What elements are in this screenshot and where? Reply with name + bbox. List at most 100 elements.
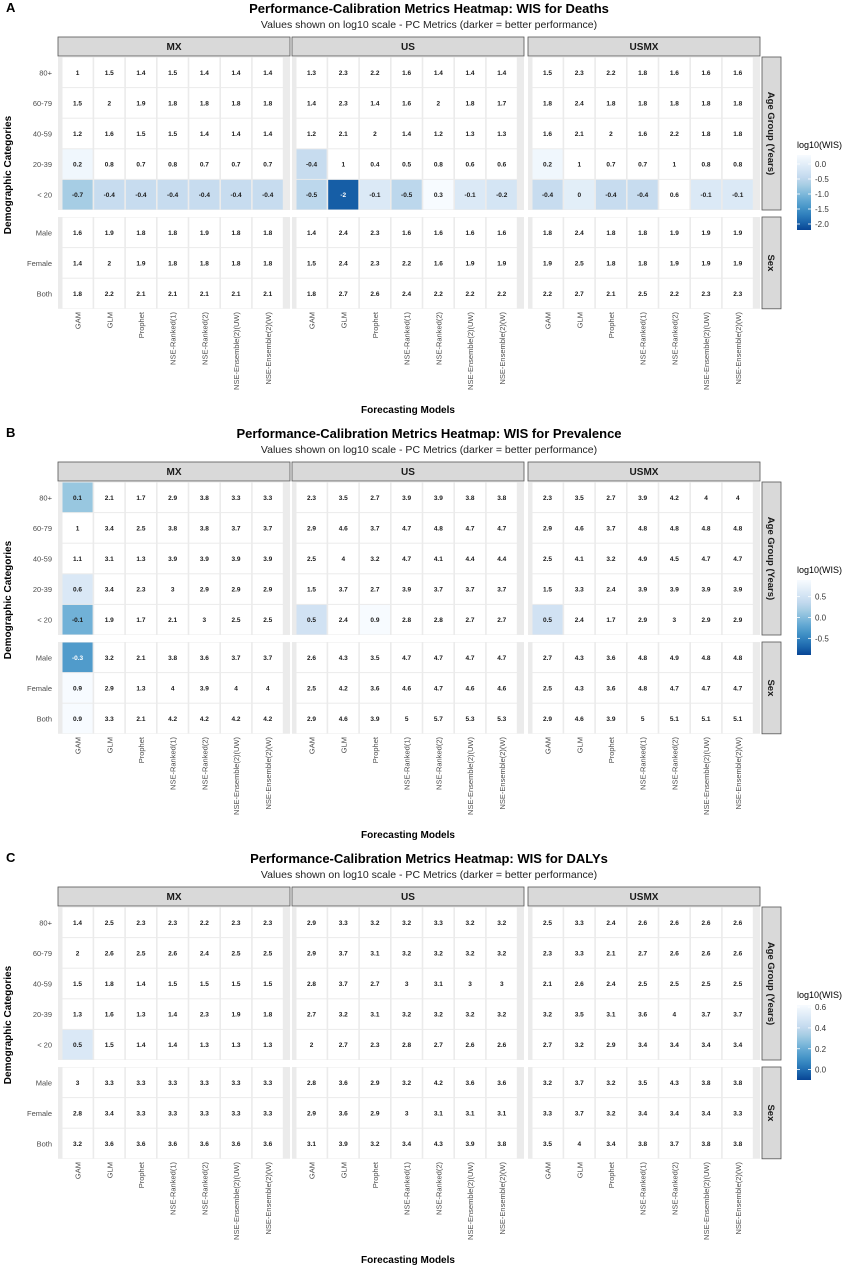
heatmap-cell [157, 543, 188, 574]
cell-label: 3.6 [606, 685, 615, 692]
heatmap-cell [532, 482, 563, 513]
cell-label: -0.4 [262, 192, 274, 199]
cell-label: 2.3 [136, 587, 145, 594]
y-tick-label: Male [36, 1078, 52, 1087]
legend-title: log10(WIS) [797, 565, 842, 575]
cell-label: 3 [468, 981, 472, 988]
heatmap-cell [62, 574, 93, 604]
cell-label: 2.5 [575, 260, 584, 267]
heatmap-cell [62, 1067, 93, 1098]
heatmap-cell [595, 673, 626, 703]
facet-label: USMX [630, 467, 659, 478]
heatmap-cell [532, 118, 563, 149]
chart-subtitle: Values shown on log10 scale - PC Metrics… [261, 444, 597, 456]
heatmap-cell [564, 938, 595, 968]
cell-label: 3.2 [606, 1110, 615, 1117]
heatmap-cell [595, 1029, 626, 1060]
heatmap-cell [486, 482, 517, 513]
cell-label: 3.7 [434, 587, 443, 594]
heatmap-cell [62, 88, 93, 118]
cell-label: 2.9 [543, 716, 552, 723]
x-tick-label: NSE-Ensemble(2)(W) [498, 737, 507, 810]
heatmap-cell [722, 604, 753, 635]
heatmap-cell [691, 673, 722, 703]
x-tick-label: NSE-Ensemble(2)(UW) [466, 737, 475, 815]
heatmap-cell [359, 703, 390, 734]
cell-label: 4 [234, 685, 238, 692]
heatmap-cell [94, 907, 125, 938]
cell-label: 4.1 [575, 556, 584, 563]
heatmap-cell [691, 217, 722, 248]
cell-label: 3.6 [263, 1141, 272, 1148]
cell-label: 3.5 [638, 1080, 647, 1087]
heatmap-cell [252, 968, 283, 999]
heatmap-cell [62, 217, 93, 248]
cell-label: 0 [577, 192, 581, 199]
cell-label: 4.3 [434, 1141, 443, 1148]
cell-label: 2.2 [466, 291, 475, 298]
cell-label: 1.3 [73, 1012, 82, 1019]
cell-label: 3.7 [606, 525, 615, 532]
heatmap-cell [157, 278, 188, 309]
heatmap-cell [359, 1128, 390, 1159]
heatmap-cell [564, 999, 595, 1029]
heatmap-cell [296, 938, 327, 968]
cell-label: 1.5 [543, 70, 552, 77]
heatmap-cell [627, 1128, 658, 1159]
cell-label: 4.8 [670, 525, 679, 532]
heatmap-cell [595, 57, 626, 88]
cell-label: 2.4 [339, 230, 348, 237]
cell-label: 2.5 [543, 685, 552, 692]
cell-label: 3.8 [497, 1141, 506, 1148]
x-tick-label: NSE-Ranked(1) [169, 311, 178, 364]
heatmap-cell [455, 938, 486, 968]
panel-letter: C [6, 850, 16, 865]
cell-label: 2.9 [105, 685, 114, 692]
heatmap-cell [722, 673, 753, 703]
heatmap-cell [486, 574, 517, 604]
heatmap-cell [532, 907, 563, 938]
heatmap-cell [532, 513, 563, 543]
cell-label: 2.3 [200, 1012, 209, 1019]
x-tick-label: Prophet [137, 1161, 146, 1188]
heatmap-cell [486, 673, 517, 703]
x-tick-label: Prophet [607, 1161, 616, 1188]
heatmap-cell [455, 513, 486, 543]
facet-label: USMX [630, 42, 659, 53]
cell-label: 2.7 [575, 291, 584, 298]
heatmap-cell [359, 642, 390, 673]
cell-label: 1.3 [200, 1042, 209, 1049]
y-tick-label: 60-79 [33, 524, 52, 533]
cell-label: 2.3 [232, 920, 241, 927]
x-tick-label: NSE-Ranked(2) [200, 1161, 209, 1214]
heatmap-cell [691, 574, 722, 604]
cell-label: 3.7 [575, 1080, 584, 1087]
cell-label: 3.5 [575, 1012, 584, 1019]
cell-label: -0.4 [605, 192, 617, 199]
heatmap-cell [627, 907, 658, 938]
heatmap-cell [94, 604, 125, 635]
cell-label: 1.7 [136, 495, 145, 502]
cell-label: 1.3 [136, 685, 145, 692]
heatmap-cell [125, 703, 156, 734]
heatmap-cell [659, 673, 690, 703]
cell-label: 3 [405, 981, 409, 988]
cell-label: 3.8 [168, 655, 177, 662]
heatmap-cell [691, 1029, 722, 1060]
cell-label: 4.2 [232, 716, 241, 723]
heatmap-cell [391, 1067, 422, 1098]
heatmap-cell [627, 248, 658, 278]
heatmap-cell [296, 907, 327, 938]
heatmap-cell [221, 179, 252, 210]
cell-label: 3.6 [232, 1141, 241, 1148]
cell-label: 1.7 [136, 617, 145, 624]
cell-label: 3.7 [670, 1141, 679, 1148]
heatmap-cell [189, 149, 220, 179]
cell-label: 5.7 [434, 716, 443, 723]
heatmap-cell [189, 673, 220, 703]
heatmap-cell [189, 1067, 220, 1098]
x-tick-label: Prophet [137, 311, 146, 338]
x-axis-title: Forecasting Models [361, 405, 455, 416]
cell-label: 2.5 [136, 950, 145, 957]
